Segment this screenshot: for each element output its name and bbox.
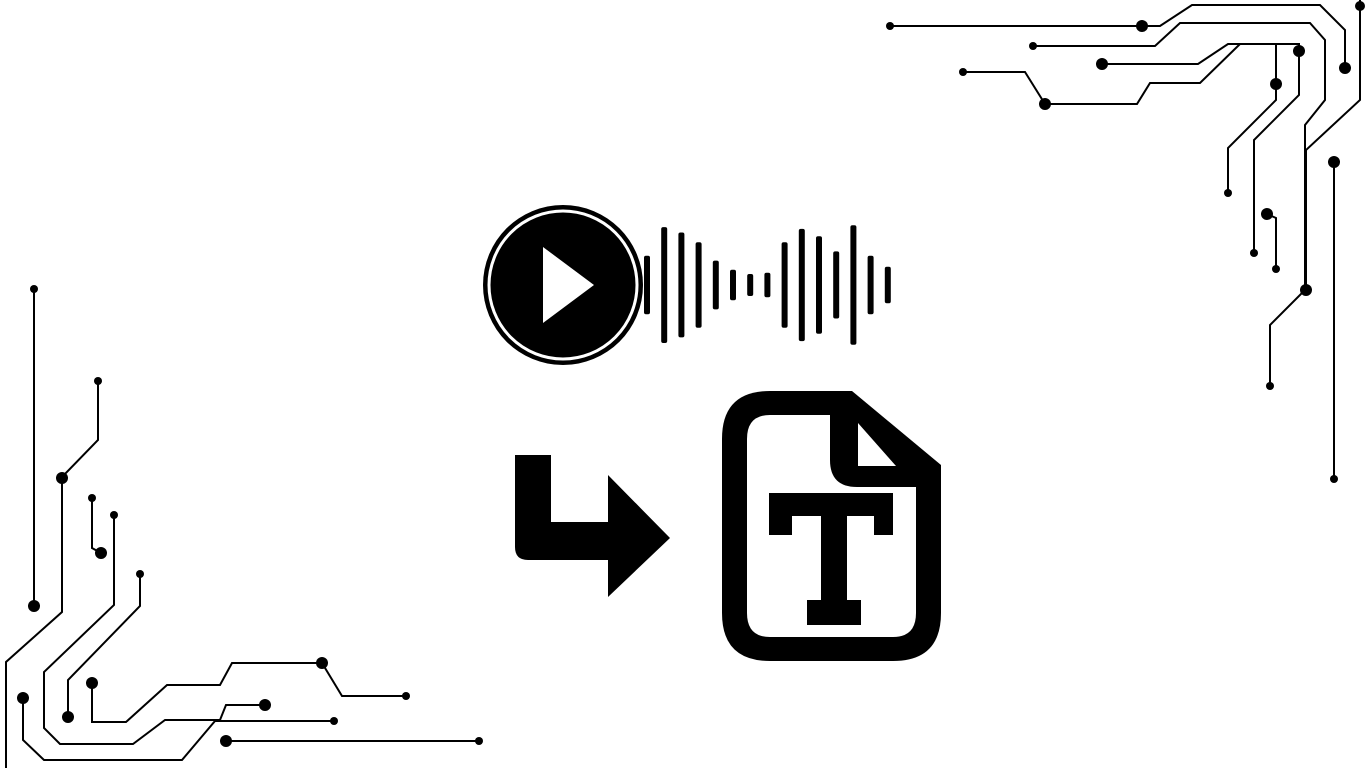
- waveform-bar: [678, 232, 685, 338]
- waveform-bar: [661, 227, 668, 343]
- waveform-bar: [764, 272, 771, 298]
- waveform-bar: [798, 228, 805, 342]
- waveform-bar: [730, 269, 736, 301]
- waveform-bar: [833, 251, 840, 319]
- waveform-bar: [884, 266, 891, 304]
- waveform-bar: [850, 225, 857, 345]
- waveform-bar: [695, 242, 702, 328]
- waveform-bar: [712, 260, 719, 310]
- waveform-bar: [747, 274, 754, 296]
- waveform-bar: [816, 236, 822, 334]
- waveform-bar: [867, 255, 874, 315]
- waveform-bar: [644, 255, 650, 315]
- waveform-bar: [781, 242, 788, 328]
